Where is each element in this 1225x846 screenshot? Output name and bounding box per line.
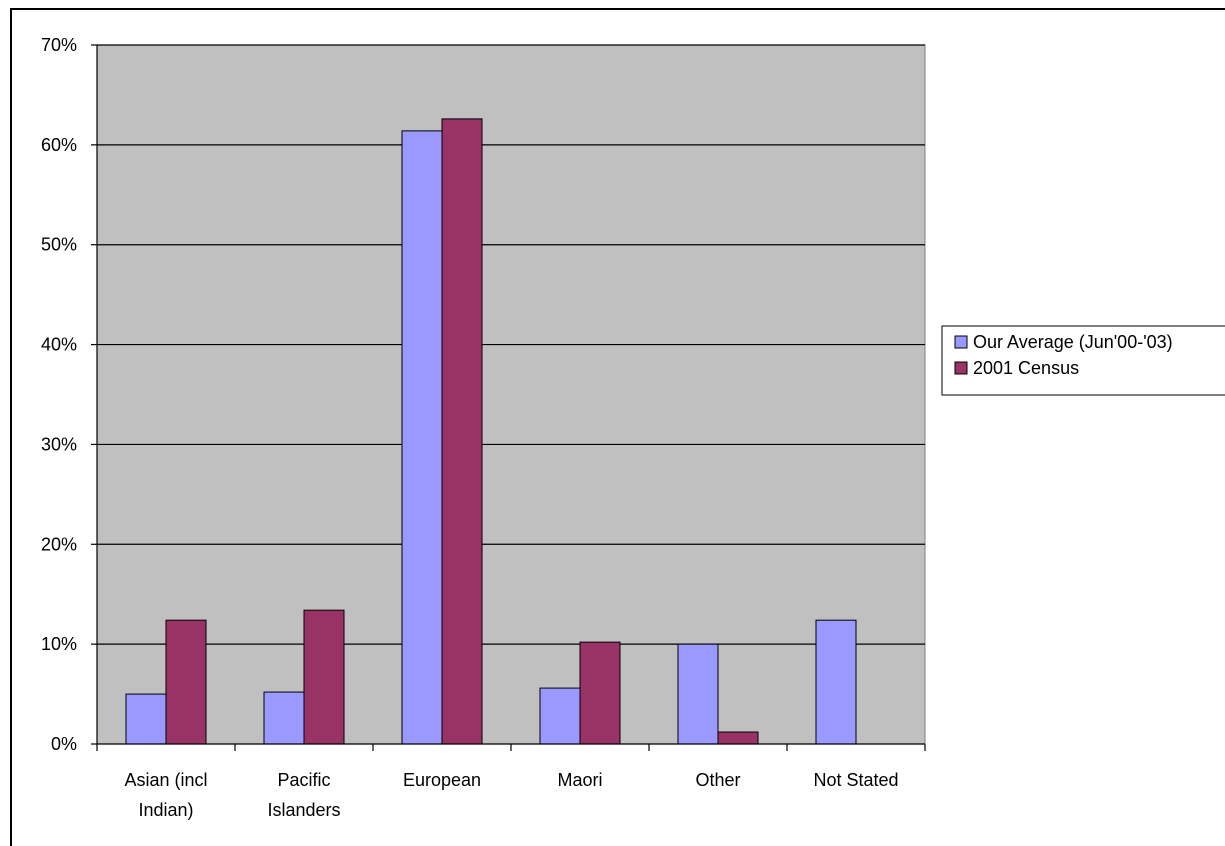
x-tick-label: Islanders (267, 800, 340, 820)
x-tick-label: Pacific (277, 770, 330, 790)
axes (91, 44, 926, 751)
x-tick-label: Indian) (138, 800, 193, 820)
x-tick-label: Not Stated (813, 770, 898, 790)
plot-area (96, 44, 926, 745)
y-tick-labels: 0% 10% 20% 30% 40% 50% 60% 70% (41, 35, 77, 754)
bar-our-average-1 (263, 691, 305, 745)
y-tick-label: 70% (41, 35, 77, 55)
x-tick-label: Maori (557, 770, 602, 790)
gridlines (97, 44, 925, 645)
bar-our-average-3 (539, 687, 581, 745)
y-tick-label: 60% (41, 135, 77, 155)
bar-our-average-5 (815, 619, 857, 745)
y-tick-label: 30% (41, 434, 77, 454)
legend-swatch (954, 361, 968, 375)
y-tick-label: 20% (41, 534, 77, 554)
bar-census-3 (579, 641, 621, 745)
bar-our-average-4 (677, 643, 719, 745)
bar-census-1 (303, 609, 345, 745)
bar-our-average-0 (125, 693, 167, 745)
x-tick-label: Other (695, 770, 740, 790)
legend-box (941, 325, 1225, 396)
legend-label: 2001 Census (973, 358, 1079, 378)
x-tick-label: European (403, 770, 481, 790)
x-tick-labels: Asian (incl Indian) Pacific Islanders Europe… (124, 770, 898, 820)
y-tick-label: 50% (41, 235, 77, 255)
bar-our-average-2 (401, 130, 443, 745)
legend: Our Average (Jun'00-'03) 2001 Census (941, 325, 1225, 396)
y-tick-label: 10% (41, 634, 77, 654)
legend-swatch (954, 335, 968, 349)
bar-census-0 (165, 619, 207, 745)
x-tick-label: Asian (incl (124, 770, 207, 790)
y-tick-label: 0% (51, 734, 77, 754)
bar-census-4 (717, 731, 759, 745)
y-tick-label: 40% (41, 335, 77, 355)
bars (125, 118, 857, 745)
legend-label: Our Average (Jun'00-'03) (973, 332, 1173, 352)
bar-census-2 (441, 118, 483, 745)
